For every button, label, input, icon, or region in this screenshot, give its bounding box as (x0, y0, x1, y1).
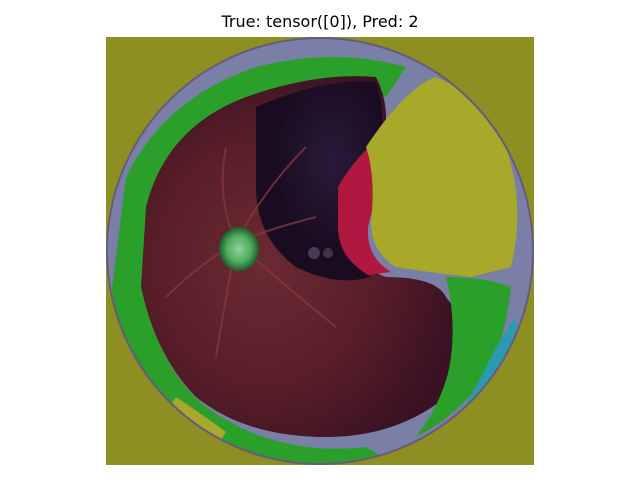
yellow-overlay (366, 77, 518, 277)
figure-title: True: tensor([0]), Pred: 2 (221, 12, 419, 31)
eye-boundary (106, 37, 534, 465)
macula-spot (308, 247, 320, 259)
green-right (416, 277, 511, 437)
fundus-image (106, 37, 534, 465)
optic-disc (219, 227, 259, 271)
image-axes (106, 37, 534, 465)
cyan-overlay (426, 317, 517, 457)
shadow-region (256, 81, 383, 281)
macula-spot (323, 248, 333, 258)
